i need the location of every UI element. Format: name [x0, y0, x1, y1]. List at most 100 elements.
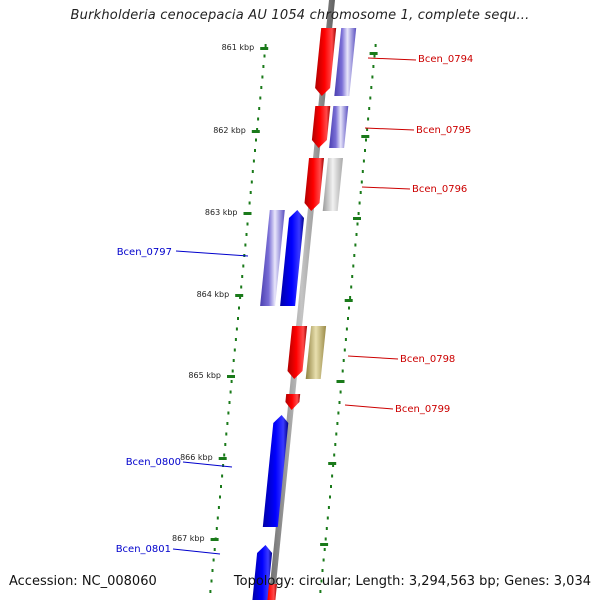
ruler-dot — [344, 338, 347, 341]
ruler-dot — [319, 590, 322, 593]
ruler-tick — [320, 543, 329, 546]
ruler-dot — [368, 107, 371, 110]
gene-leader-line — [344, 404, 394, 410]
ruler-dot — [342, 359, 345, 362]
ruler-tick-label: 862 kbp — [213, 126, 246, 135]
ruler-dot — [240, 285, 243, 289]
map-title: Burkholderia cenocepacia AU 1054 chromos… — [70, 8, 530, 23]
ruler-dot — [226, 422, 229, 425]
ruler-dot — [227, 411, 230, 415]
ruler-dot — [370, 86, 373, 89]
ruler-tick-label: 861 kbp — [222, 43, 255, 52]
ruler-dot — [321, 569, 324, 572]
ruler-dot — [237, 317, 239, 320]
gene-label: Bcen_0797 — [117, 247, 172, 258]
ruler-dot — [334, 443, 337, 446]
ruler-dot — [326, 516, 329, 520]
ruler-dot — [324, 537, 327, 541]
ruler-dot — [241, 275, 244, 278]
ruler-dot — [347, 317, 349, 320]
ruler-dot — [323, 548, 326, 551]
ruler-dot — [320, 579, 323, 583]
ruler-dot — [250, 180, 253, 184]
ruler-dot — [374, 44, 377, 47]
ruler-tick-label: 865 kbp — [188, 371, 221, 380]
ruler-dot — [325, 527, 328, 530]
ruler-dot — [259, 96, 262, 100]
ruler-dot — [352, 264, 355, 268]
ruler-dot — [373, 54, 376, 58]
ruler-dot — [257, 117, 260, 121]
ruler-tick — [369, 52, 378, 55]
ruler-dot — [264, 44, 267, 47]
cds-feature — [260, 210, 285, 306]
ruler-dot — [262, 65, 265, 68]
ruler-dot — [353, 254, 356, 257]
ruler-dot — [252, 159, 255, 163]
ruler-dot — [330, 485, 332, 488]
ruler-tick — [227, 375, 235, 378]
ruler-dot — [249, 191, 252, 194]
ruler-dot — [336, 422, 339, 425]
ruler-dot — [332, 464, 335, 467]
gene-leader-line — [367, 57, 417, 61]
ruler-dot — [261, 75, 264, 79]
ruler-dot — [222, 464, 225, 467]
ruler-tick — [336, 380, 345, 383]
ruler-dot — [215, 527, 218, 530]
ruler-dot — [366, 128, 369, 131]
ruler-dot — [359, 191, 362, 194]
ruler-dot — [358, 201, 361, 205]
gene-label: Bcen_0795 — [416, 125, 471, 136]
gene-leader-line — [182, 461, 233, 468]
ruler-dot — [364, 149, 366, 152]
ruler-dot — [256, 128, 259, 131]
ruler-dot — [367, 117, 370, 121]
ruler-dot — [229, 390, 232, 394]
ruler-tick — [235, 294, 244, 297]
gene-arrow — [311, 106, 331, 148]
ruler-dot — [331, 474, 334, 478]
ruler-dot — [337, 411, 340, 415]
ruler-dot — [372, 65, 375, 68]
gene-arrow — [287, 326, 308, 379]
ruler-dot — [224, 443, 227, 446]
ruler-dot — [360, 180, 363, 184]
ruler-dot — [217, 506, 220, 509]
ruler-dot — [235, 327, 238, 331]
ruler-dot — [231, 369, 234, 373]
ruler-dot — [232, 359, 235, 362]
ruler-dot — [365, 138, 367, 142]
ruler-dot — [345, 327, 348, 331]
gene-arrow — [252, 545, 273, 600]
ruler-dot — [212, 558, 215, 562]
ruler-dot — [349, 296, 352, 299]
gene-label: Bcen_0796 — [412, 184, 467, 195]
ruler-dot — [244, 243, 247, 247]
gene-leader-line — [172, 548, 221, 555]
cds-feature — [305, 326, 327, 379]
ruler-tick-label: 863 kbp — [205, 208, 238, 217]
gene-labels: Bcen_0794 Bcen_0795 Bcen_0796 Bcen_0797 Bcen… — [116, 54, 474, 555]
ruler-dot — [239, 296, 242, 299]
ruler-dot — [369, 96, 372, 100]
ruler-dot — [356, 222, 359, 226]
gene-arrow — [262, 415, 289, 527]
ruler-tick — [243, 212, 252, 215]
gene-leader-line — [347, 355, 399, 360]
ruler-dot — [234, 338, 237, 341]
ruler-dot — [216, 516, 219, 520]
topology-summary: Topology: circular; Length: 3,294,563 bp… — [233, 574, 591, 589]
cds-feature — [334, 28, 357, 96]
ruler-dot — [354, 243, 357, 247]
cds-feature — [329, 106, 349, 148]
ruler-dot — [228, 401, 231, 404]
gene-arrow — [280, 210, 304, 306]
ruler-dot — [351, 275, 354, 278]
ruler-dot — [341, 369, 344, 373]
ruler-dot — [211, 569, 214, 572]
ruler-tick — [344, 299, 353, 302]
ruler-dot — [238, 306, 240, 310]
